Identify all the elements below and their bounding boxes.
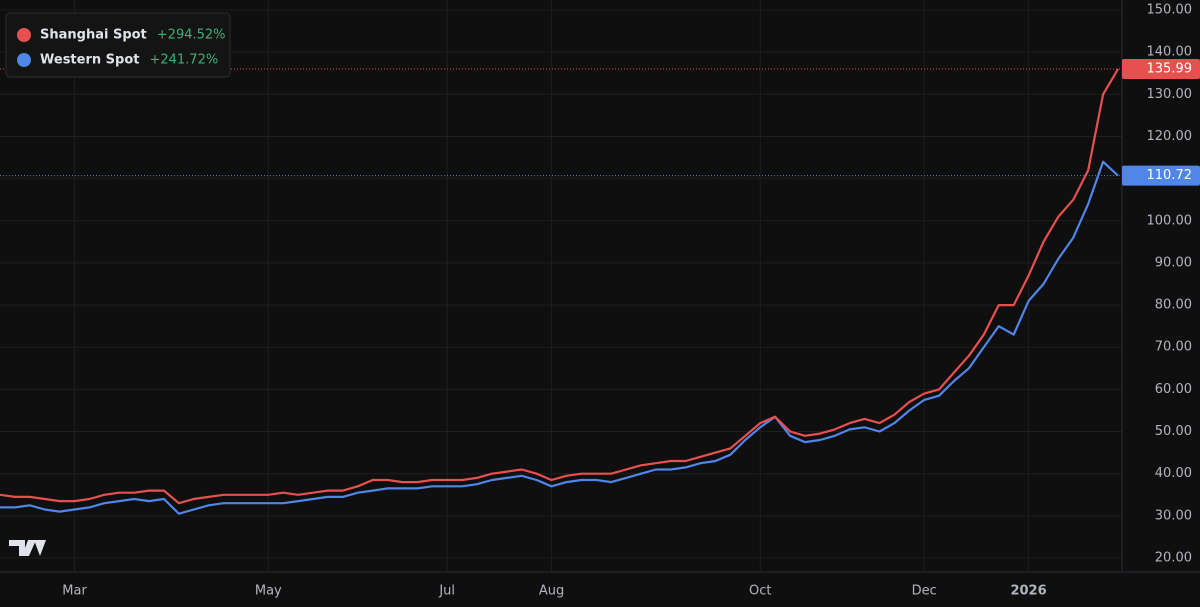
legend-label: Western Spot [40,53,139,68]
x-tick-label: Jul [438,584,455,599]
x-tick-label: Aug [539,584,564,599]
legend-change: +241.72% [149,53,218,68]
x-tick-label: May [255,584,282,599]
y-tick-label: 40.00 [1155,466,1192,481]
y-tick-label: 100.00 [1147,213,1193,228]
logo [9,540,46,556]
y-tick-label: 80.00 [1155,298,1192,313]
y-tick-label: 20.00 [1155,551,1192,566]
legend-change: +294.52% [157,28,226,43]
y-tick-label: 70.00 [1155,340,1192,355]
legend-marker [17,28,31,42]
y-tick-label: 130.00 [1147,87,1193,102]
series-line [0,160,1119,515]
x-tick-label: Mar [62,584,87,599]
series-line [0,68,1119,505]
x-tick-label: Dec [912,584,937,599]
y-tick-label: 120.00 [1147,129,1193,144]
y-tick-label: 30.00 [1155,508,1192,523]
last-value-label: 110.72 [1147,168,1193,183]
last-value-box [1122,59,1200,80]
x-tick-label: Oct [749,584,771,599]
x-tick-label: 2026 [1010,584,1046,599]
grid [0,0,1122,572]
y-tick-label: 60.00 [1155,382,1192,397]
legend-marker [17,53,31,67]
legend-box [5,12,231,78]
y-tick-label: 150.00 [1147,3,1193,18]
legend: Shanghai Spot +294.52% Western Spot +241.72… [5,12,231,78]
last-value-label: 135.99 [1147,62,1193,77]
y-tick-label: 90.00 [1155,255,1192,270]
last-value-box [1122,165,1200,186]
legend-label: Shanghai Spot [40,28,147,43]
y-tick-label: 140.00 [1147,45,1193,60]
y-tick-label: 50.00 [1155,424,1192,439]
logo-shape [9,540,46,556]
